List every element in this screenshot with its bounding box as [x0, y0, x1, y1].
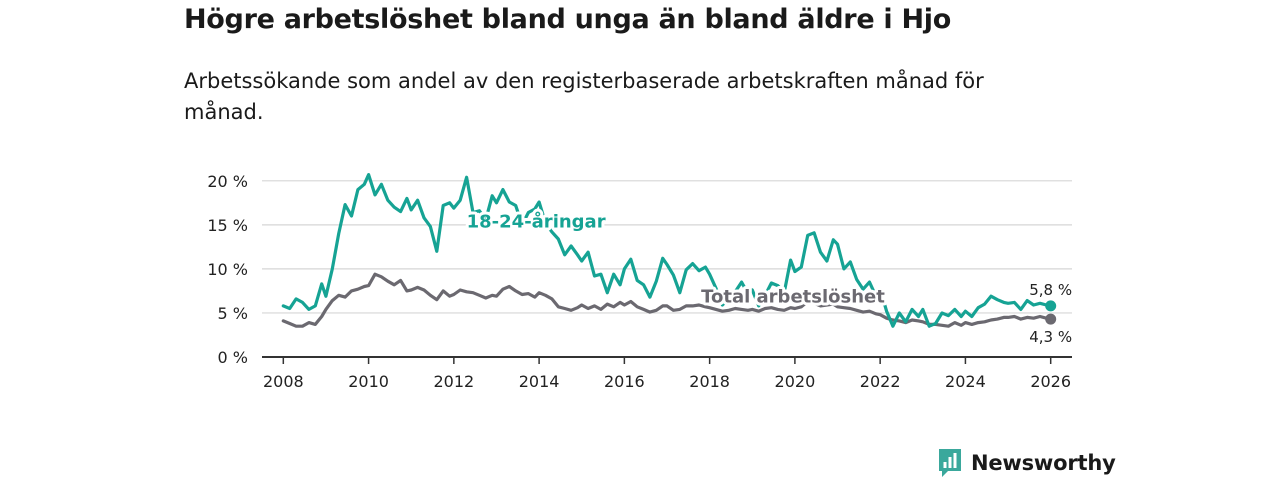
- x-tick-label: 2010: [348, 372, 389, 391]
- x-tick-label: 2008: [263, 372, 304, 391]
- y-tick-label: 20 %: [207, 172, 248, 191]
- chart-subtitle: Arbetssökande som andel av den registerb…: [184, 69, 984, 124]
- x-tick-label: 2018: [689, 372, 730, 391]
- y-tick-label: 0 %: [218, 348, 248, 367]
- y-tick-label: 15 %: [207, 216, 248, 235]
- bar-chart-logo-icon: [939, 449, 961, 477]
- gridlines: [262, 180, 1072, 314]
- x-tick-label: 2014: [519, 372, 560, 391]
- x-tick-label: 2022: [860, 372, 901, 391]
- chart-title: Högre arbetslöshet bland unga än bland ä…: [184, 4, 951, 35]
- youth-end-point: [1045, 300, 1057, 312]
- y-tick-label: 10 %: [207, 260, 248, 279]
- x-tick-label: 2024: [945, 372, 986, 391]
- total-end-value-label: 4,3 %: [1029, 328, 1072, 346]
- y-tick-label: 5 %: [218, 304, 248, 323]
- total-end-point: [1045, 313, 1057, 325]
- x-tick-label: 2020: [775, 372, 816, 391]
- total-series-label: Total arbetslöshet: [701, 286, 885, 307]
- total-series-line: [281, 272, 1053, 328]
- youth-end-value-label: 5,8 %: [1029, 281, 1072, 299]
- youth-series-label: 18-24-åringar: [467, 211, 606, 233]
- y-axis-tick-labels: 0 % 5 % 10 % 15 % 20 %: [207, 172, 248, 367]
- series-lines: [281, 173, 1057, 328]
- x-tick-label: 2012: [433, 372, 474, 391]
- brand-name: Newsworthy: [971, 451, 1116, 475]
- newsworthy-brand: Newsworthy: [937, 448, 1116, 478]
- x-axis: 2008 2010 2012 2014 2016 2018 2020 2022 2024 2026: [262, 356, 1072, 391]
- series-labels: 18-24-åringar Total arbetslöshet 5,8 % 4,3 …: [464, 208, 1072, 347]
- x-tick-label: 2016: [604, 372, 645, 391]
- x-tick-label: 2026: [1030, 372, 1071, 391]
- youth-series-line: [281, 173, 1053, 328]
